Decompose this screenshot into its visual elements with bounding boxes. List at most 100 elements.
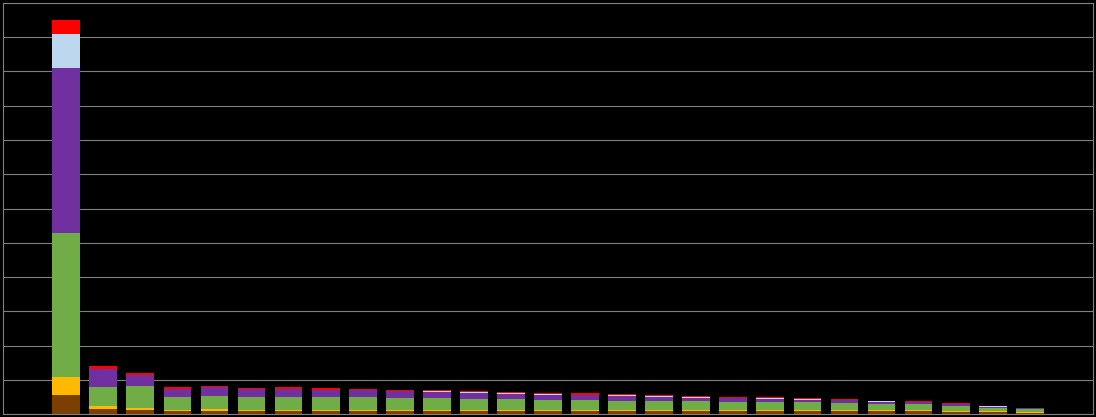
Bar — [90, 366, 117, 369]
Bar — [201, 411, 228, 414]
Bar — [90, 369, 117, 387]
Bar — [460, 411, 488, 414]
Bar — [275, 409, 302, 411]
Bar — [534, 411, 562, 414]
Bar — [126, 408, 155, 410]
Bar — [275, 387, 302, 389]
Bar — [460, 393, 488, 399]
Bar — [683, 401, 710, 410]
Bar — [163, 389, 192, 397]
Bar — [311, 411, 340, 414]
Bar — [163, 411, 192, 414]
Bar — [423, 390, 450, 391]
Bar — [349, 389, 377, 390]
Bar — [423, 392, 450, 398]
Bar — [423, 411, 450, 414]
Bar — [423, 391, 450, 392]
Bar — [238, 397, 265, 409]
Bar — [756, 397, 785, 398]
Bar — [460, 392, 488, 393]
Bar — [53, 68, 80, 233]
Bar — [831, 410, 858, 411]
Bar — [794, 402, 821, 410]
Bar — [646, 396, 673, 397]
Bar — [460, 399, 488, 409]
Bar — [349, 409, 377, 411]
Bar — [683, 397, 710, 401]
Bar — [1016, 412, 1043, 414]
Bar — [238, 388, 265, 389]
Bar — [646, 395, 673, 396]
Bar — [904, 402, 933, 404]
Bar — [498, 411, 525, 414]
Bar — [904, 404, 933, 410]
Bar — [201, 409, 228, 411]
Bar — [53, 20, 80, 34]
Bar — [349, 390, 377, 397]
Bar — [683, 411, 710, 414]
Bar — [53, 377, 80, 395]
Bar — [941, 406, 970, 411]
Bar — [423, 409, 450, 411]
Bar — [1016, 409, 1043, 412]
Bar — [498, 399, 525, 410]
Bar — [201, 396, 228, 409]
Bar — [831, 411, 858, 414]
Bar — [608, 401, 636, 410]
Bar — [571, 410, 598, 411]
Bar — [201, 386, 228, 387]
Bar — [349, 397, 377, 409]
Bar — [571, 394, 598, 395]
Bar — [238, 409, 265, 411]
Bar — [683, 396, 710, 397]
Bar — [126, 410, 155, 414]
Bar — [756, 398, 785, 399]
Bar — [311, 390, 340, 397]
Bar — [90, 409, 117, 414]
Bar — [719, 397, 747, 398]
Bar — [386, 390, 413, 392]
Bar — [608, 410, 636, 411]
Bar — [571, 411, 598, 414]
Bar — [868, 410, 895, 412]
Bar — [646, 411, 673, 414]
Bar — [90, 406, 117, 409]
Bar — [311, 397, 340, 409]
Bar — [794, 398, 821, 399]
Bar — [386, 392, 413, 398]
Bar — [386, 409, 413, 411]
Bar — [534, 393, 562, 394]
Bar — [794, 399, 821, 402]
Bar — [534, 410, 562, 411]
Bar — [238, 411, 265, 414]
Bar — [979, 407, 1006, 408]
Bar — [831, 403, 858, 410]
Bar — [794, 410, 821, 411]
Bar — [756, 410, 785, 411]
Bar — [571, 400, 598, 410]
Bar — [311, 409, 340, 411]
Bar — [349, 411, 377, 414]
Bar — [719, 410, 747, 411]
Bar — [275, 411, 302, 414]
Bar — [719, 402, 747, 410]
Bar — [201, 387, 228, 396]
Bar — [794, 411, 821, 414]
Bar — [941, 403, 970, 404]
Bar — [868, 401, 895, 402]
Bar — [53, 395, 80, 414]
Bar — [904, 410, 933, 412]
Bar — [53, 233, 80, 377]
Bar — [646, 401, 673, 410]
Bar — [460, 391, 488, 392]
Bar — [608, 395, 636, 396]
Bar — [126, 373, 155, 375]
Bar — [423, 398, 450, 409]
Bar — [868, 404, 895, 410]
Bar — [126, 386, 155, 408]
Bar — [571, 395, 598, 400]
Bar — [498, 394, 525, 399]
Bar — [386, 398, 413, 409]
Bar — [498, 393, 525, 394]
Bar — [1016, 408, 1043, 409]
